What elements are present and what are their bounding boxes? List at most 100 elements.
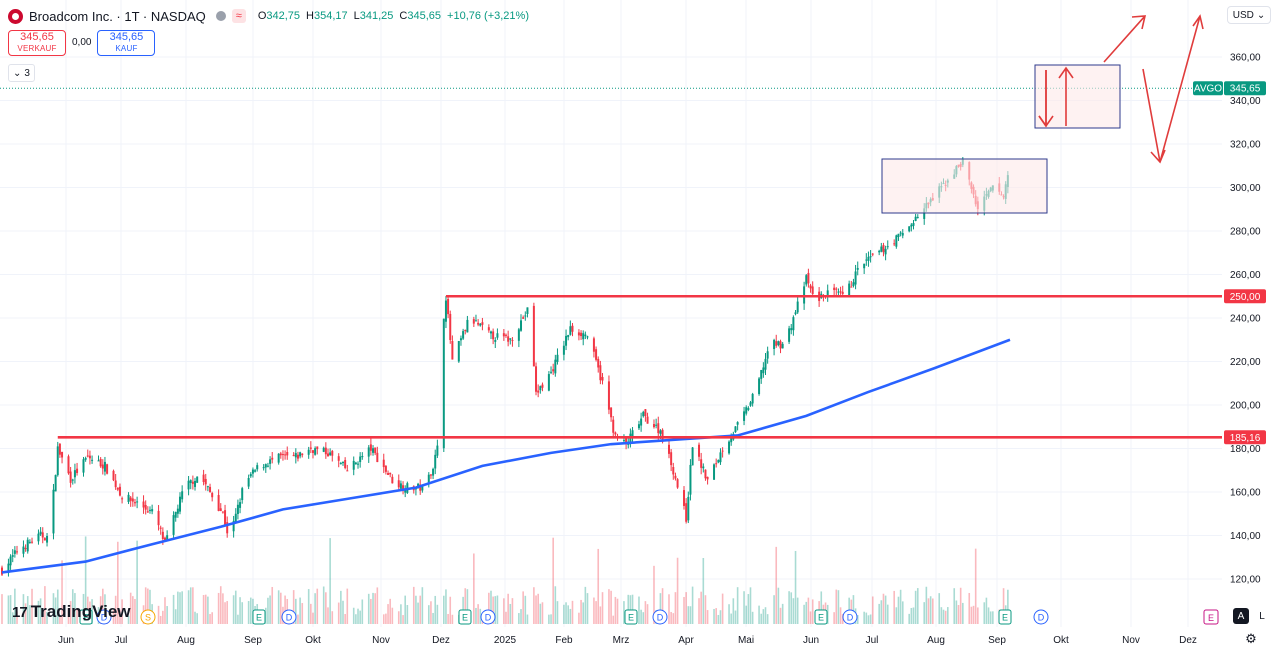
candle-body — [84, 457, 87, 460]
volume-bar — [331, 611, 334, 624]
volume-bar — [189, 587, 192, 624]
indicators-count: 3 — [24, 67, 30, 79]
x-tick-label: Jun — [803, 635, 819, 646]
x-tick-label: Jun — [58, 635, 74, 646]
volume-bar — [370, 598, 372, 624]
volume-bar — [689, 606, 692, 624]
x-tick-label: Okt — [1053, 635, 1069, 646]
volume-bar — [867, 615, 870, 624]
volume-bar — [271, 586, 274, 624]
level-price-label: 185,16 — [1230, 433, 1261, 444]
candle-body — [174, 511, 177, 518]
currency-select[interactable]: USD ⌄ — [1227, 6, 1271, 24]
candle-body — [477, 322, 480, 325]
candle-body — [232, 520, 235, 532]
buy-button[interactable]: 345,65 KAUF — [97, 30, 156, 56]
delayed-data-badge[interactable]: ≈ — [231, 9, 246, 23]
volume-bar — [239, 597, 241, 624]
volume-bar — [374, 593, 376, 624]
chevron-down-icon: ⌄ — [1256, 9, 1266, 21]
volume-bar — [41, 612, 44, 624]
volume-bar — [117, 541, 119, 624]
volume-bar — [644, 601, 647, 624]
x-tick-label: Mai — [738, 635, 754, 646]
volume-bar — [247, 601, 250, 624]
volume-bar — [901, 601, 904, 624]
candle-body — [342, 462, 345, 464]
volume-bar — [149, 589, 151, 624]
candle-body — [706, 476, 709, 480]
candle-body — [361, 456, 364, 458]
symbol-tag-label: AVGO — [1194, 84, 1222, 95]
tradingview-logo[interactable]: 17 TradingView — [12, 602, 131, 622]
spread-value: 0,00 — [72, 37, 92, 48]
candle-body — [522, 317, 525, 319]
volume-bar — [805, 601, 808, 624]
candle-body — [571, 325, 574, 332]
indicators-toggle[interactable]: ⌄ 3 — [8, 64, 35, 82]
volume-bar — [316, 588, 319, 624]
y-tick-label: 280,00 — [1230, 227, 1261, 238]
candle-body — [163, 537, 166, 541]
symbol-logo-icon[interactable] — [8, 8, 23, 24]
symbol-tag — [1193, 81, 1223, 96]
candle-body — [792, 317, 795, 331]
auto-scale-button[interactable]: A — [1233, 608, 1249, 624]
candle-body — [595, 349, 598, 360]
event-marker-label: S — [145, 613, 151, 623]
volume-bar — [314, 593, 316, 624]
split-marker — [140, 609, 156, 625]
candle-body — [451, 341, 454, 360]
low-value: 341,25 — [359, 10, 394, 22]
candle-body — [54, 475, 57, 492]
volume-bar — [884, 595, 887, 624]
candle-body — [586, 336, 589, 338]
volume-bar — [355, 614, 357, 624]
candle-body — [646, 416, 649, 424]
volume-bar — [977, 607, 979, 624]
candle-body — [764, 358, 767, 370]
candle-body — [61, 451, 64, 458]
settings-gear-icon[interactable]: ⚙ — [1245, 631, 1257, 646]
candle-body — [865, 259, 868, 261]
volume-bar — [269, 595, 271, 624]
volume-bar — [307, 589, 310, 624]
candle-body — [357, 463, 360, 465]
candle-body — [537, 390, 540, 393]
volume-bar — [162, 610, 164, 624]
x-tick-label: Apr — [678, 635, 694, 646]
candle-body — [505, 334, 507, 336]
volume-bar — [661, 588, 664, 624]
sell-button[interactable]: 345,65 VERKAUF — [8, 30, 66, 56]
candle-body — [715, 463, 718, 465]
candle-body — [69, 471, 72, 483]
open-value: 342,75 — [266, 10, 301, 22]
volume-bar — [586, 593, 589, 624]
volume-bar — [929, 596, 932, 624]
symbol-title[interactable]: Broadcom Inc. · 1T · NASDAQ — [29, 8, 206, 24]
y-tick-label: 260,00 — [1230, 270, 1261, 281]
candle-body — [683, 490, 686, 506]
candle-body — [517, 329, 520, 341]
earnings-marker — [252, 609, 266, 625]
volume-bar — [84, 536, 87, 624]
event-marker-label: D — [1038, 613, 1045, 623]
market-status-icon[interactable] — [215, 11, 226, 21]
earnings-marker — [624, 609, 638, 625]
volume-bar — [674, 592, 677, 624]
volume-bar — [61, 560, 63, 624]
candle-body — [642, 411, 645, 417]
candle-body — [734, 426, 737, 433]
candle-body — [116, 487, 119, 490]
candle-body — [672, 467, 675, 475]
log-scale-button[interactable]: L — [1259, 610, 1265, 622]
candle-body — [565, 335, 568, 346]
candle-body — [236, 504, 239, 514]
candle-body — [685, 503, 688, 522]
volume-bar — [402, 615, 404, 624]
candle-body — [221, 511, 224, 513]
volume-bar — [119, 609, 121, 624]
candle-body — [121, 498, 124, 500]
candle-body — [194, 480, 197, 487]
